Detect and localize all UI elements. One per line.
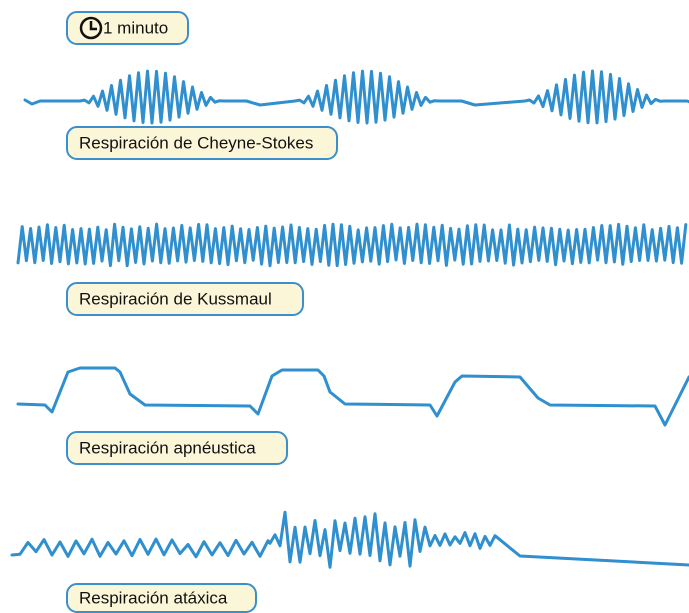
label-box bbox=[66, 126, 338, 160]
label-box bbox=[66, 583, 257, 613]
pattern-label: Respiración apnéustica bbox=[79, 438, 256, 457]
pattern-label: Respiración atáxica bbox=[79, 588, 228, 607]
ataxic-wave bbox=[10, 510, 689, 569]
label-box bbox=[66, 431, 288, 465]
apneustic-wave bbox=[16, 366, 689, 427]
time-scale-label: 1 minuto bbox=[103, 18, 168, 37]
clock-icon bbox=[79, 16, 103, 40]
cheyne-stokes-wave bbox=[23, 69, 689, 125]
pattern-label: Respiración de Cheyne-Stokes bbox=[79, 133, 313, 152]
label-box bbox=[66, 282, 304, 316]
kussmaul-wave bbox=[16, 222, 688, 268]
pattern-label: Respiración de Kussmaul bbox=[79, 289, 272, 308]
